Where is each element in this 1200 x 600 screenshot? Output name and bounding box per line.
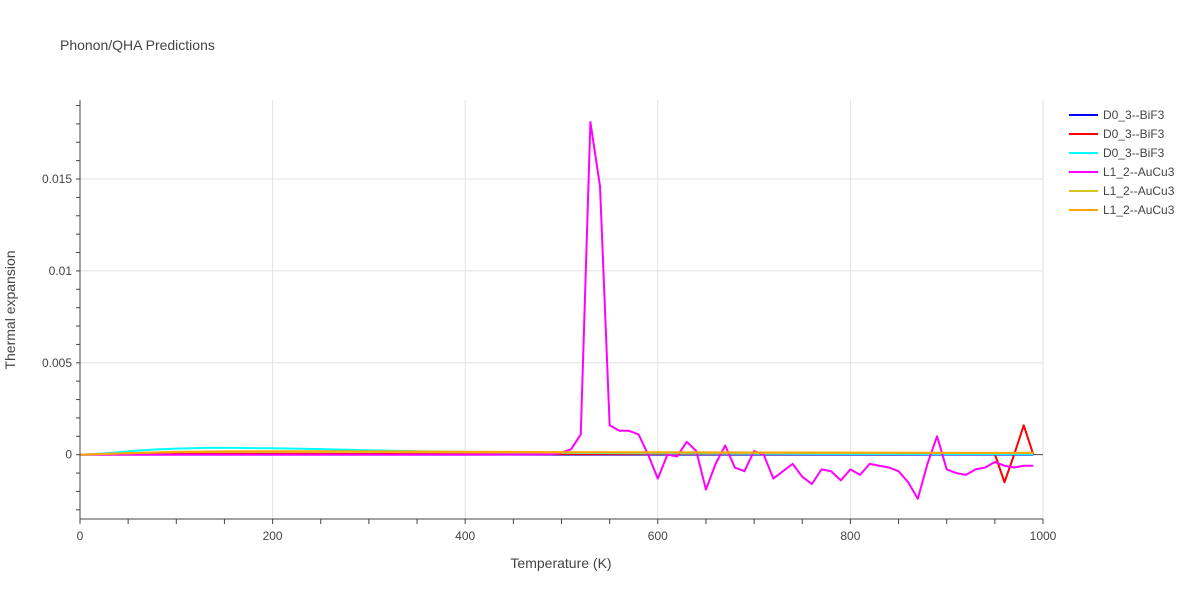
legend-item-1[interactable]: D0_3--BiF3 <box>1069 108 1165 122</box>
axis-layer: 0 200 400 600 800 1000 0 0.005 0.01 0.015 <box>42 100 1057 543</box>
series-layer <box>79 121 1035 500</box>
legend-label: D0_3--BiF3 <box>1103 127 1165 141</box>
grid-layer <box>80 100 1044 519</box>
x-tick-label: 800 <box>840 529 860 543</box>
x-tick-label: 0 <box>77 529 84 543</box>
x-axis-title: Temperature (K) <box>510 555 611 571</box>
legend-label: D0_3--BiF3 <box>1103 108 1165 122</box>
legend-label: D0_3--BiF3 <box>1103 146 1165 160</box>
legend-item-2[interactable]: D0_3--BiF3 <box>1069 127 1165 141</box>
y-tick-label: 0.01 <box>49 264 73 278</box>
legend-label: L1_2--AuCu3 <box>1103 184 1175 198</box>
legend-label: L1_2--AuCu3 <box>1103 165 1175 179</box>
legend-item-6[interactable]: L1_2--AuCu3 <box>1069 203 1175 217</box>
legend: D0_3--BiF3 D0_3--BiF3 D0_3--BiF3 L1_2--AuCu… <box>1069 108 1175 217</box>
legend-item-4[interactable]: L1_2--AuCu3 <box>1069 165 1175 179</box>
y-tick-label: 0.015 <box>42 172 72 186</box>
legend-item-3[interactable]: D0_3--BiF3 <box>1069 146 1165 160</box>
y-axis-title: Thermal expansion <box>2 250 18 369</box>
chart-title: Phonon/QHA Predictions <box>60 37 215 53</box>
y-tick-label: 0 <box>65 448 72 462</box>
legend-item-5[interactable]: L1_2--AuCu3 <box>1069 184 1175 198</box>
legend-label: L1_2--AuCu3 <box>1103 203 1175 217</box>
x-tick-label: 600 <box>648 529 668 543</box>
series-line-6 <box>79 450 1034 456</box>
x-tick-label: 400 <box>455 529 475 543</box>
x-tick-label: 200 <box>263 529 283 543</box>
y-tick-label: 0.005 <box>42 356 72 370</box>
x-tick-label: 1000 <box>1030 529 1057 543</box>
series-line-4 <box>80 121 1034 500</box>
